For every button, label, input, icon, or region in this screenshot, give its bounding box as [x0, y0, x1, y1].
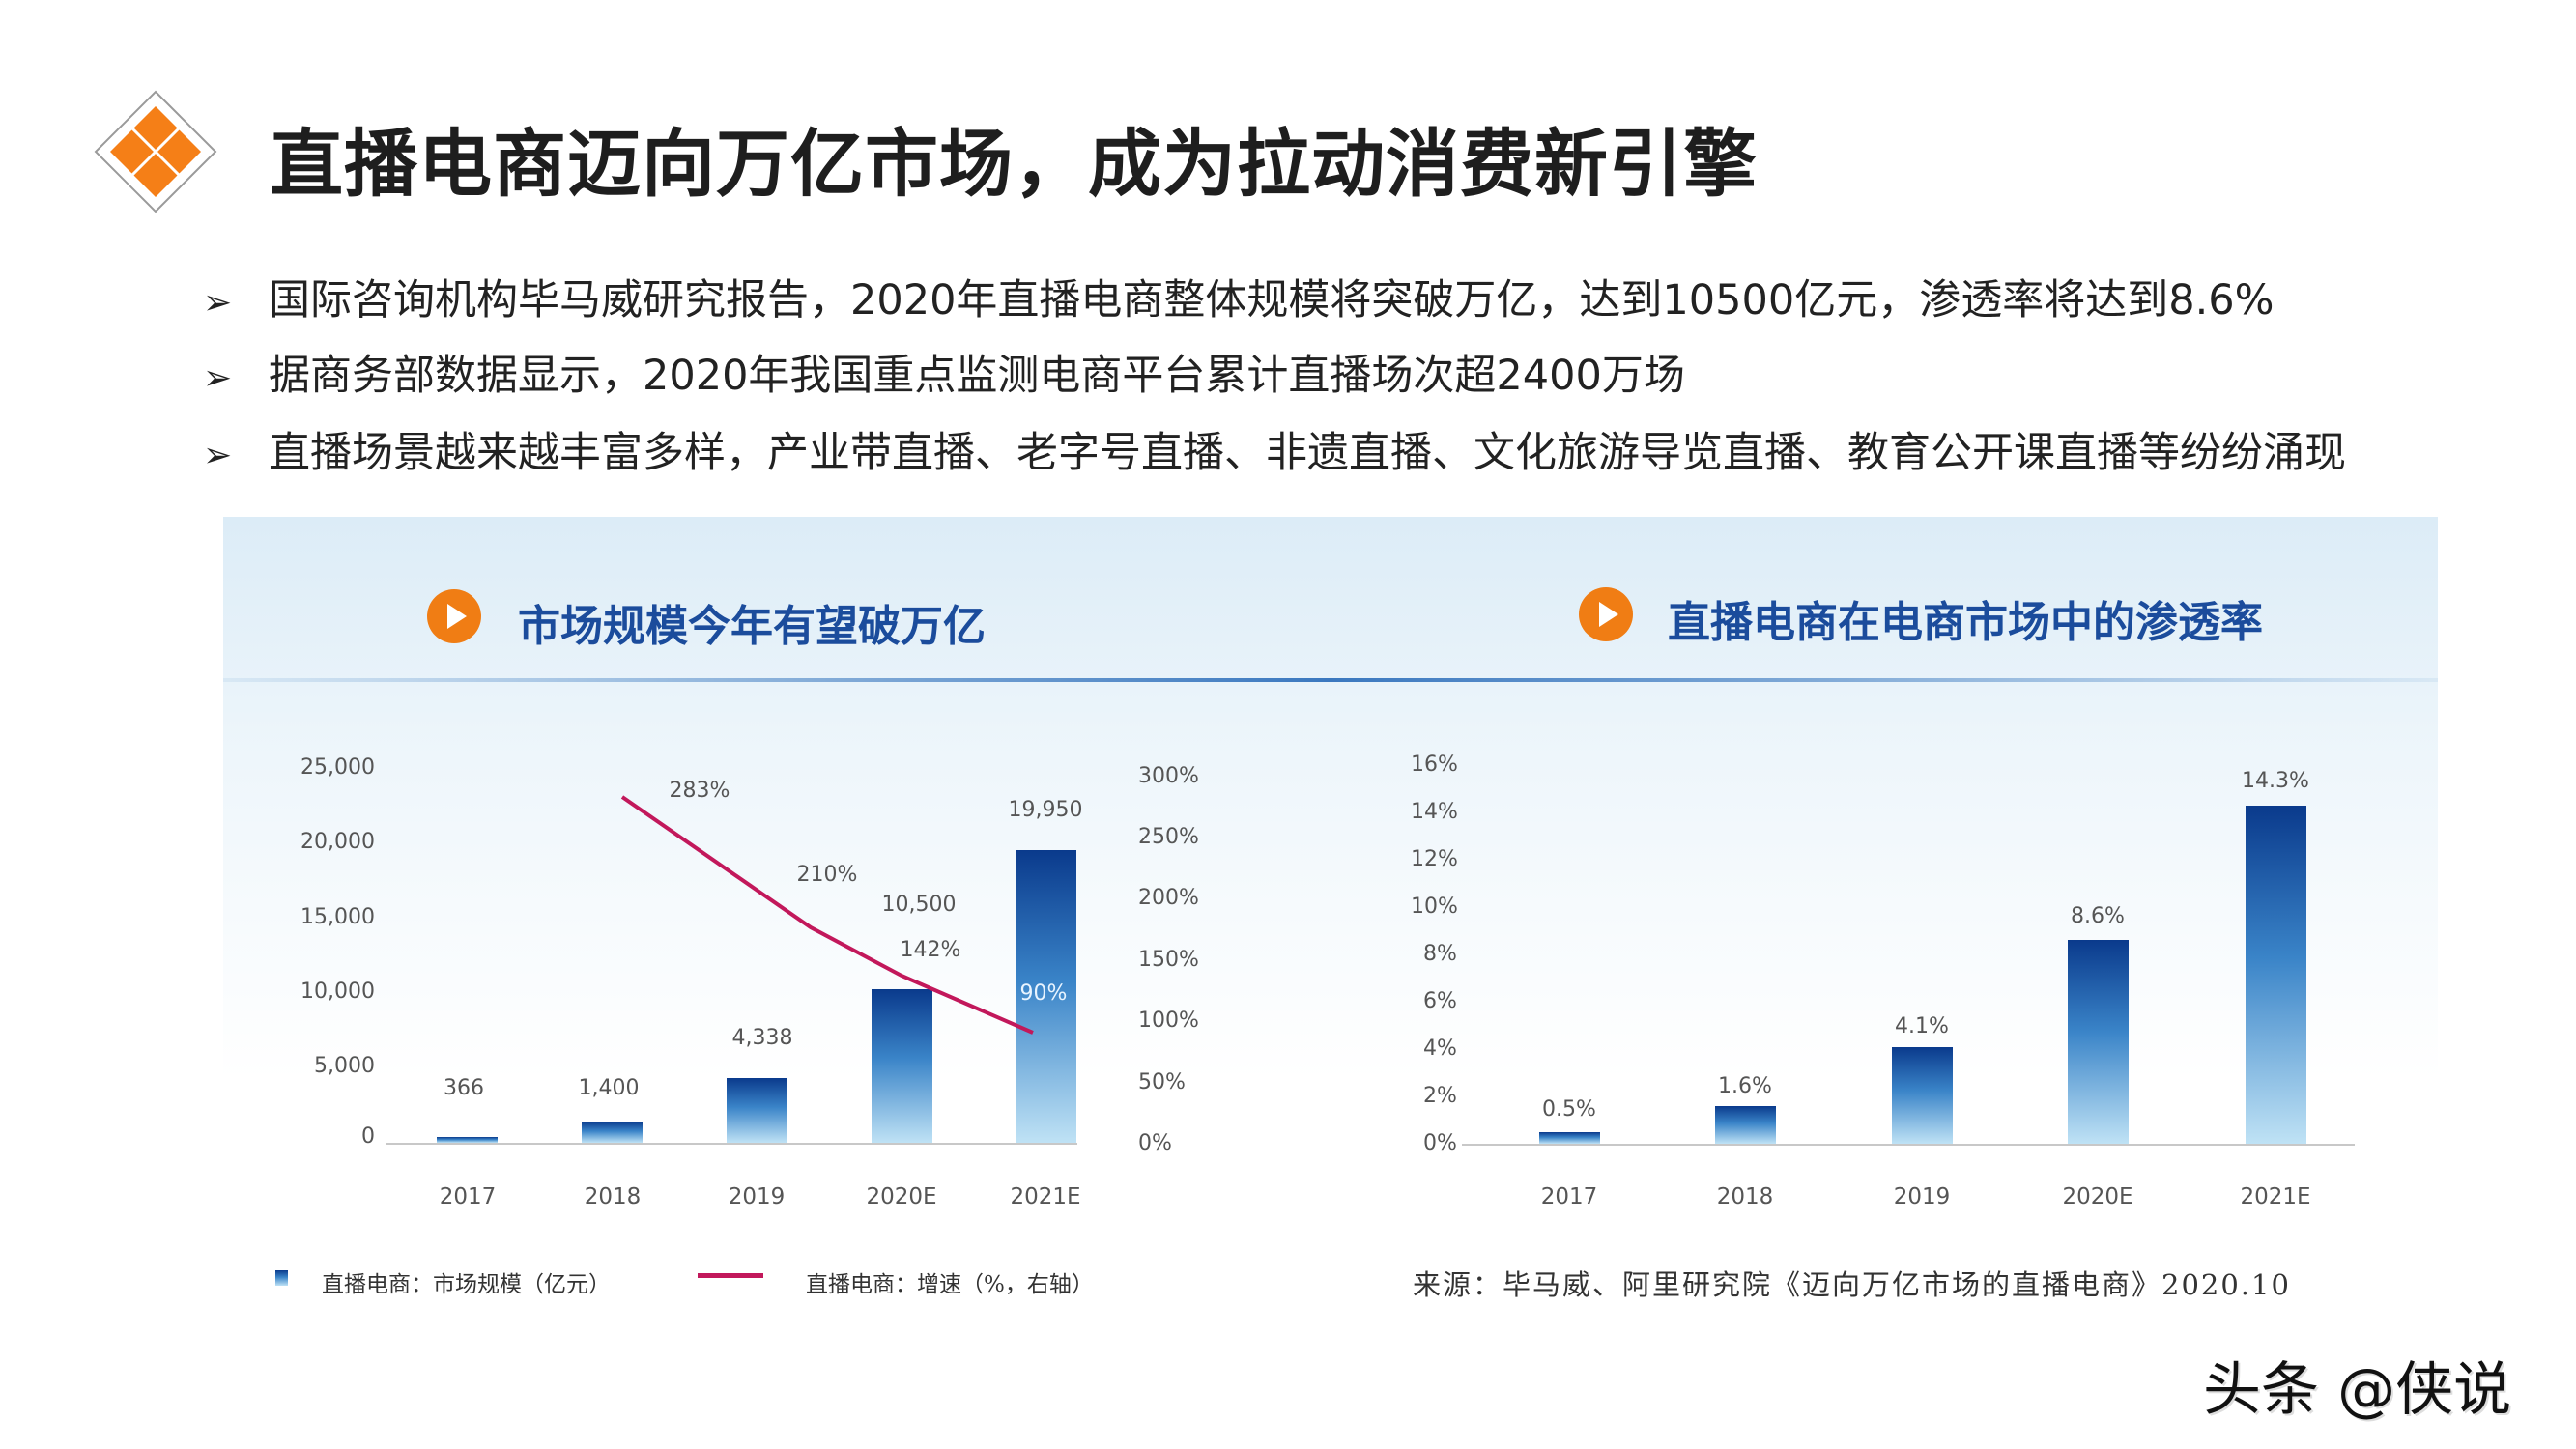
play-icon	[427, 589, 481, 643]
bar-2019	[727, 1078, 787, 1143]
arrow-bullet-icon: ➢	[203, 436, 233, 475]
bar-2020E	[2068, 940, 2129, 1144]
legend-line-label: 直播电商：增速（%，右轴）	[806, 1272, 1094, 1297]
diamond-logo-icon	[93, 89, 218, 214]
watermark: 头条 @侠说	[2203, 1356, 2512, 1424]
page-title: 直播电商迈向万亿市场，成为拉动消费新引擎	[270, 121, 1758, 207]
bar-2020E	[872, 989, 932, 1143]
bar-2021E	[2246, 806, 2306, 1144]
legend-bar-label: 直播电商：市场规模（亿元）	[322, 1272, 611, 1297]
bar-2018	[1715, 1106, 1776, 1144]
left-chart-title: 市场规模今年有望破万亿	[518, 602, 986, 651]
growth-rate-line	[620, 795, 1034, 1035]
x-axis-line	[1462, 1144, 2355, 1146]
bullet-item: ➢ 直播场景越来越丰富多样，产业带直播、老字号直播、非遗直播、文化旅游导览直播、教…	[203, 429, 2346, 477]
bar-2017	[437, 1137, 498, 1143]
bar-2018	[582, 1122, 643, 1143]
legend-line-swatch	[698, 1273, 763, 1278]
arrow-bullet-icon: ➢	[203, 283, 233, 323]
bar-2019	[1892, 1047, 1953, 1144]
chart-panel	[223, 517, 2438, 1321]
bar-2017	[1539, 1132, 1600, 1144]
play-icon	[1579, 587, 1633, 641]
bullet-item: ➢ 国际咨询机构毕马威研究报告，2020年直播电商整体规模将突破万亿，达到1050…	[203, 276, 2275, 325]
right-chart-title: 直播电商在电商市场中的渗透率	[1668, 598, 2263, 647]
arrow-bullet-icon: ➢	[203, 358, 233, 398]
source-note: 来源：毕马威、阿里研究院《迈向万亿市场的直播电商》2020.10	[1413, 1268, 2291, 1301]
bar-2021E	[1016, 850, 1076, 1143]
section-divider	[223, 678, 2438, 682]
x-axis-line	[386, 1143, 1077, 1145]
bullet-item: ➢ 据商务部数据显示，2020年我国重点监测电商平台累计直播场次超2400万场	[203, 352, 1685, 400]
legend-bar-swatch	[275, 1270, 288, 1286]
